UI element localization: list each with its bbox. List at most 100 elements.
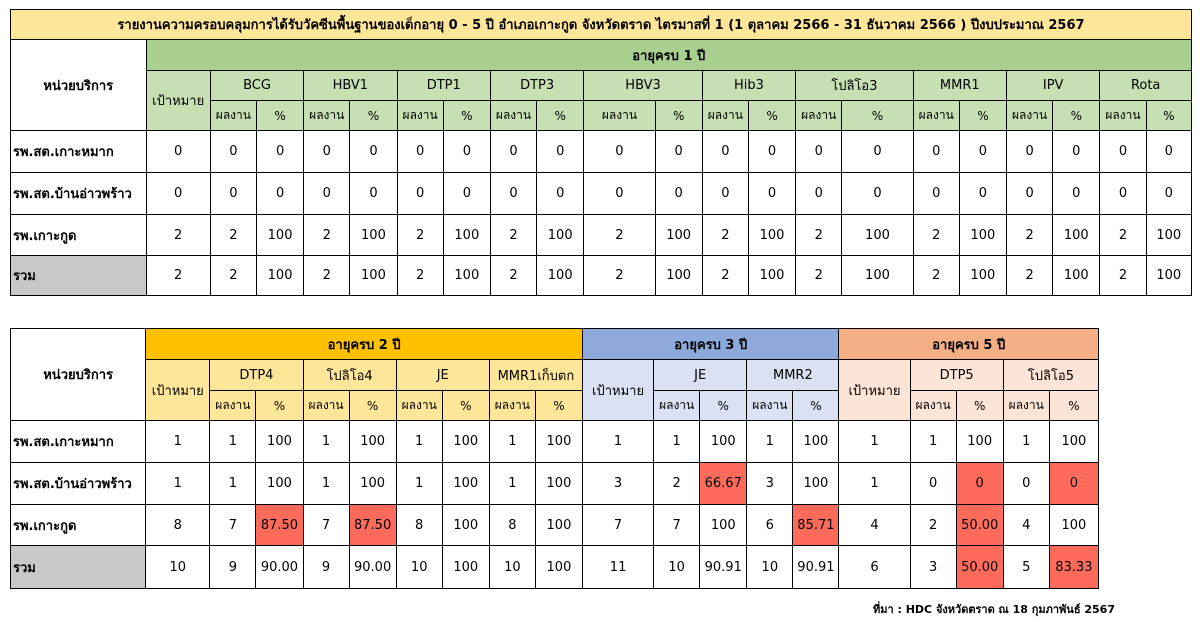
age-band-1yr: อายุครบ 1 ปี xyxy=(145,39,1193,71)
percent-header: % xyxy=(349,100,398,131)
percent-value: 100 xyxy=(255,420,304,463)
percent-header: % xyxy=(958,100,1007,131)
result-value: 0 xyxy=(795,172,843,215)
vaccine-header: HBV3 xyxy=(583,70,703,101)
target-value: 3 xyxy=(582,462,655,505)
result-value: 0 xyxy=(396,130,444,173)
result-value: 2 xyxy=(912,214,960,256)
result-value: 0 xyxy=(583,130,656,173)
percent-value: 100 xyxy=(536,214,585,256)
result-value: 2 xyxy=(653,462,701,505)
percent-value: 100 xyxy=(441,504,490,546)
result-value: 4 xyxy=(1002,504,1050,546)
result-value: 0 xyxy=(1005,130,1054,173)
target-value: 6 xyxy=(838,545,911,589)
result-header: ผลงาน xyxy=(396,100,444,131)
percent-value: 100 xyxy=(1048,420,1100,463)
percent-value: 100 xyxy=(841,255,914,296)
vaccine-header: MMR2 xyxy=(746,359,840,391)
vaccine-header: BCG xyxy=(209,70,305,101)
result-header: ผลงาน xyxy=(909,390,957,421)
result-header: ผลงาน xyxy=(302,390,350,421)
percent-value: 100 xyxy=(747,214,797,256)
percent-value: 100 xyxy=(841,214,914,256)
result-value: 2 xyxy=(1005,255,1054,296)
target-header: เป้าหมาย xyxy=(145,359,211,421)
result-header: ผลงาน xyxy=(209,100,257,131)
percent-value: 0 xyxy=(1052,172,1101,215)
percent-value: 100 xyxy=(747,255,797,296)
result-value: 1 xyxy=(395,462,443,505)
result-value: 9 xyxy=(209,545,257,589)
unit-name: รวม xyxy=(10,255,147,296)
percent-value: 100 xyxy=(442,255,491,296)
result-header: ผลงาน xyxy=(795,100,843,131)
percent-value: 87.50 xyxy=(348,504,397,546)
percent-value: 100 xyxy=(699,420,748,463)
result-header: ผลงาน xyxy=(583,100,656,131)
result-value: 2 xyxy=(909,504,957,546)
target-value: 11 xyxy=(582,545,655,589)
target-value: 10 xyxy=(145,545,211,589)
result-value: 1 xyxy=(1002,420,1050,463)
unit-name: รวม xyxy=(9,545,147,589)
percent-value: 100 xyxy=(534,462,584,505)
result-value: 1 xyxy=(302,420,350,463)
percent-value: 100 xyxy=(441,462,490,505)
unit-name: รพ.สต.บ้านอ่าวพร้าว xyxy=(10,172,147,215)
percent-value: 0 xyxy=(1145,172,1193,215)
percent-value: 100 xyxy=(534,504,584,546)
result-header: ผลงาน xyxy=(209,390,257,421)
target-value: 0 xyxy=(145,130,211,173)
percent-value: 100 xyxy=(442,214,491,256)
percent-value: 0 xyxy=(841,172,914,215)
table-row: รพ.สต.เกาะหมาก 1 1 100 1 100 1 100 1 100 1 1 100 1 100… xyxy=(9,420,1100,463)
percent-value: 0 xyxy=(747,172,797,215)
table-row: รวม 10 9 90.00 9 90.00 10 100 10 100 11 10 90.91 10 90… xyxy=(9,545,1100,589)
target-value: 1 xyxy=(145,462,211,505)
percent-value: 100 xyxy=(699,504,748,546)
result-header: ผลงาน xyxy=(653,390,701,421)
result-value: 0 xyxy=(1002,462,1050,505)
vaccine-header: HBV1 xyxy=(303,70,398,101)
result-value: 2 xyxy=(489,255,538,296)
result-value: 1 xyxy=(653,420,701,463)
vaccine-header: MMR1เก็บตก xyxy=(488,359,584,391)
percent-header: % xyxy=(841,100,914,131)
percent-value: 100 xyxy=(534,545,584,589)
result-value: 2 xyxy=(701,255,749,296)
vaccine-header: DTP5 xyxy=(909,359,1004,391)
result-value: 9 xyxy=(302,545,350,589)
result-value: 10 xyxy=(395,545,443,589)
result-value: 2 xyxy=(303,255,351,296)
unit-header-2: หน่วยบริการ xyxy=(9,328,147,421)
percent-value: 90.91 xyxy=(699,545,748,589)
result-header: ผลงาน xyxy=(1002,390,1050,421)
vaccine-header: Rota xyxy=(1099,70,1192,101)
target-value: 7 xyxy=(582,504,655,546)
percent-value: 100 xyxy=(255,214,305,256)
percent-value: 100 xyxy=(349,255,398,296)
unit-name: รพ.เกาะกูด xyxy=(10,214,147,256)
result-header: ผลงาน xyxy=(489,100,538,131)
result-value: 1 xyxy=(302,462,350,505)
percent-header: % xyxy=(442,100,491,131)
result-value: 2 xyxy=(396,255,444,296)
percent-value: 0 xyxy=(841,130,914,173)
result-value: 2 xyxy=(912,255,960,296)
percent-header: % xyxy=(955,390,1004,421)
unit-header: หน่วยบริการ xyxy=(10,39,147,131)
target-value: 2 xyxy=(145,214,211,256)
unit-name: รพ.สต.บ้านอ่าวพร้าว xyxy=(9,462,147,505)
vaccine-header: JE xyxy=(395,359,490,391)
result-value: 1 xyxy=(209,420,257,463)
unit-name: รพ.เกาะกูด xyxy=(9,504,147,546)
report-title: รายงานความครอบคลุมการได้รับวัคซีนพื้นฐาน… xyxy=(10,9,1192,40)
table-row: รพ.สต.เกาะหมาก 0 0 0 0 0 0 0 0 0 0 0 0 0 0 0 0 0 0 0 0 0 xyxy=(10,130,1193,173)
result-value: 0 xyxy=(1099,172,1147,215)
percent-value: 100 xyxy=(955,420,1004,463)
percent-value: 0 xyxy=(255,172,305,215)
result-value: 0 xyxy=(209,172,257,215)
percent-value: 100 xyxy=(792,462,840,505)
result-value: 7 xyxy=(302,504,350,546)
